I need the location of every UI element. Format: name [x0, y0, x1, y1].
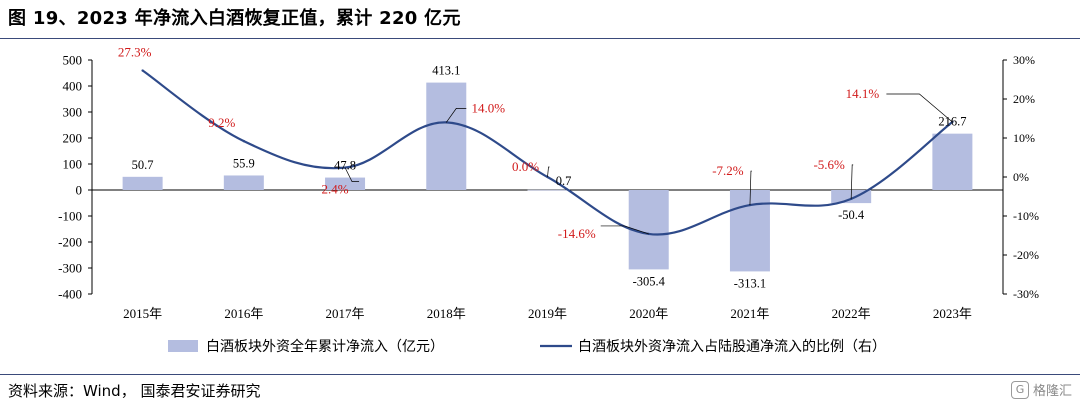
- right-axis-tick-label: -10%: [1013, 209, 1039, 223]
- line-point: [242, 139, 246, 143]
- bar: [426, 82, 467, 190]
- right-axis-tick-label: -30%: [1013, 287, 1039, 301]
- left-axis-tick-label: 500: [63, 53, 83, 68]
- bar-value-label: -50.4: [838, 208, 865, 222]
- bar-series: [122, 82, 973, 272]
- left-axis-tick-label: 0: [76, 183, 83, 198]
- logo-text: 格隆汇: [1032, 384, 1072, 399]
- page-title: 图 19、2023 年净流入白酒恢复正值，累计 220 亿元: [8, 8, 461, 29]
- bar-value-label: 50.7: [132, 158, 154, 172]
- ratio-line: [141, 69, 954, 236]
- left-axis-tick-label: -400: [58, 287, 82, 302]
- x-axis-tick-label: 2021年: [730, 306, 769, 321]
- x-axis-tick-label: 2019年: [528, 306, 567, 321]
- right-axis-tick-label: 10%: [1013, 131, 1035, 145]
- x-axis-tick-label: 2018年: [427, 306, 466, 321]
- bar-value-label: 55.9: [233, 156, 255, 170]
- right-axis-tick-label: 20%: [1013, 92, 1035, 106]
- ratio-value-label: -14.6%: [558, 226, 596, 241]
- ratio-value-label: 2.4%: [322, 182, 349, 197]
- line-series: [141, 69, 954, 236]
- bar-value-label: -305.4: [633, 274, 666, 288]
- x-axis-tick-label: 2017年: [326, 306, 365, 321]
- bar: [325, 177, 366, 190]
- ratio-value-label: 14.0%: [471, 100, 505, 115]
- left-axis-tick-label: 400: [63, 79, 83, 94]
- label-leader-line: [850, 164, 854, 199]
- right-axis-tick-label: 0%: [1013, 170, 1029, 184]
- legend: 白酒板块外资全年累计净流入（亿元） 白酒板块外资净流入占陆股通净流入的比例（右）: [168, 338, 886, 355]
- logo-icon: G: [1010, 380, 1029, 399]
- right-axis-tick-label: -20%: [1013, 248, 1039, 262]
- x-axis-tick-label: 2023年: [933, 306, 972, 321]
- left-axis-tick-label: 200: [63, 131, 83, 146]
- x-axis-tick-label: 2022年: [832, 306, 871, 321]
- bar: [122, 176, 163, 190]
- ratio-value-label: 9.2%: [208, 115, 235, 130]
- x-axis-tick-label: 2016年: [224, 306, 263, 321]
- legend-bar-label: 白酒板块外资全年累计净流入（亿元）: [206, 338, 444, 355]
- bar-value-label: 0.7: [556, 174, 572, 188]
- label-leader-line: [600, 225, 649, 235]
- chart-axes: 500 400 300 200 100 0 -100 -200 -300 -400 30% 20% 10…: [58, 53, 1039, 322]
- bar: [527, 189, 568, 191]
- left-axis-tick-label: 100: [63, 157, 83, 172]
- x-axis-tick-label: 2020年: [629, 306, 668, 321]
- bar-value-label: -313.1: [734, 276, 766, 290]
- left-axis-tick-label: -300: [58, 261, 82, 276]
- ratio-value-label: 14.1%: [846, 86, 880, 101]
- bar: [223, 175, 264, 190]
- legend-bar-swatch: [168, 340, 198, 352]
- label-leader-line: [445, 108, 467, 123]
- ratio-value-label: -7.2%: [712, 163, 744, 178]
- bar-value-label: 47.8: [334, 159, 356, 173]
- chart: 500 400 300 200 100 0 -100 -200 -300 -400 30% 20% 10…: [58, 45, 1039, 355]
- left-axis-tick-label: 300: [63, 105, 83, 120]
- ratio-value-label: 27.3%: [118, 45, 152, 60]
- left-axis-tick-label: -200: [58, 235, 82, 250]
- label-leader-line: [886, 93, 953, 123]
- label-leader-line: [547, 166, 550, 178]
- watermark-logo: G 格隆汇: [1010, 380, 1072, 399]
- title-divider: [0, 38, 1080, 39]
- bar: [932, 133, 973, 190]
- footer-divider: [0, 374, 1080, 375]
- bar-value-label: 413.1: [432, 64, 460, 78]
- source-note: 资料来源：Wind， 国泰君安证券研究: [8, 382, 261, 400]
- ratio-value-label: 0.0%: [512, 159, 539, 174]
- line-point: [141, 69, 144, 72]
- label-leader-line: [344, 167, 360, 182]
- right-axis-tick-label: 30%: [1013, 53, 1035, 67]
- legend-line-label: 白酒板块外资净流入占陆股通净流入的比例（右）: [578, 339, 886, 355]
- x-axis-tick-label: 2015年: [123, 306, 162, 321]
- ratio-value-label: -5.6%: [813, 157, 845, 172]
- label-leader-line: [749, 170, 752, 206]
- left-axis-tick-label: -100: [58, 209, 82, 224]
